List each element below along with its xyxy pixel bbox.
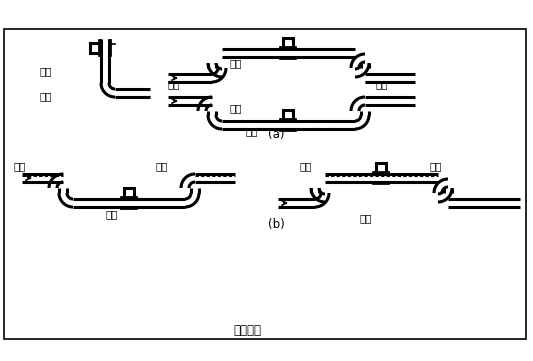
- Text: 液体: 液体: [40, 91, 52, 101]
- Text: (a): (a): [268, 128, 285, 141]
- Text: 正确: 正确: [40, 66, 52, 76]
- Bar: [376, 163, 386, 173]
- Text: 气泡: 气泡: [300, 161, 312, 171]
- Bar: [90, 43, 100, 53]
- Text: 气泡: 气泡: [13, 161, 26, 171]
- Text: 正确: 正确: [105, 209, 117, 219]
- Text: 液体: 液体: [375, 79, 387, 89]
- Text: (b): (b): [268, 218, 285, 231]
- Text: 液体: 液体: [245, 126, 257, 136]
- Text: 错误: 错误: [360, 213, 373, 223]
- Text: 正确: 正确: [230, 58, 243, 68]
- Bar: [283, 38, 293, 48]
- Text: 液体: 液体: [168, 79, 181, 89]
- Bar: [124, 188, 134, 198]
- Bar: [283, 110, 293, 120]
- Bar: [4, 29, 526, 339]
- Text: 气泡: 气泡: [430, 161, 442, 171]
- Text: 气泡: 气泡: [155, 161, 167, 171]
- Text: 错误: 错误: [230, 103, 243, 113]
- Text: 图（四）: 图（四）: [233, 324, 261, 337]
